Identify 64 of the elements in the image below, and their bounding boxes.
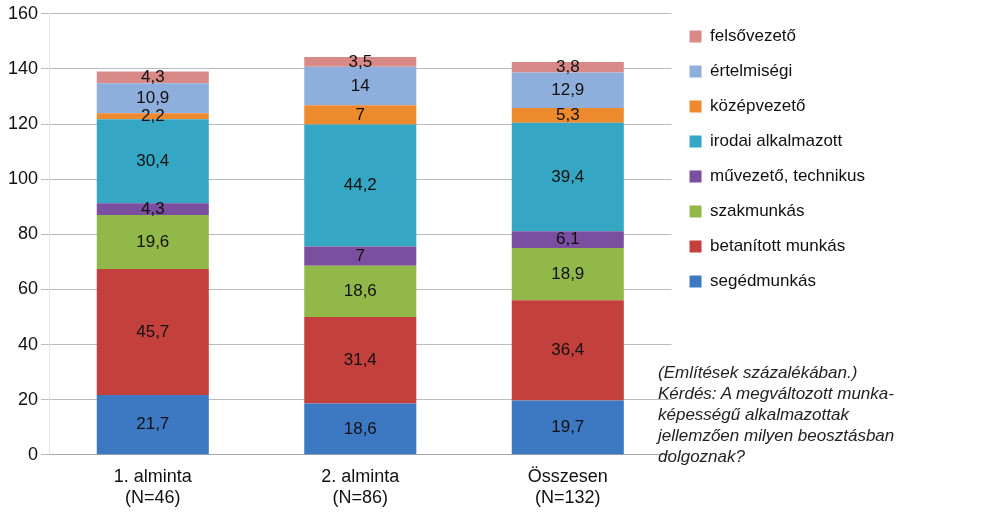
y-tick-label: 100 [7,168,39,189]
data-label: 21,7 [136,414,170,434]
data-label: 31,4 [343,349,377,369]
bar [511,231,624,249]
data-label: 4,3 [140,198,165,218]
bar [96,203,209,216]
legend-label: középvezető [710,96,806,116]
y-tick-label: 160 [7,2,39,23]
legend-label: betanított munkás [710,236,846,256]
y-tick-label: 80 [18,223,39,244]
bar [511,108,624,123]
annotation: (Említések százalékában.) Kérdés: A megváltozott munka- képességű alkalmazottak jellemzően milyen beosztásban dolgoznak? [658,362,896,467]
bar [511,248,624,301]
bar [511,62,624,73]
data-label: 12,9 [551,79,585,99]
data-label: 14 [350,75,370,95]
data-label: 18,9 [551,263,585,283]
bar [96,269,209,395]
bar [304,246,417,266]
x-tick-label: Összesen (N=132) [527,465,608,508]
data-label: 19,7 [551,417,585,437]
bar [511,300,624,401]
data-label: 5,3 [555,105,580,125]
bar [511,72,624,109]
bar [304,265,417,317]
data-label: 7 [355,104,366,124]
legend-label: irodai alkalmazott [710,131,843,151]
legend-label: értelmiségi [710,61,793,81]
data-label: 4,3 [140,67,165,87]
data-label: 7 [355,245,366,265]
data-label: 30,4 [136,150,170,170]
bar [304,105,417,125]
legend-label: művezető, technikus [710,166,865,186]
y-tick-label: 120 [7,113,39,134]
data-label: 18,6 [343,418,377,438]
y-tick-label: 0 [28,443,39,464]
y-tick-label: 20 [18,388,39,409]
legend-label: felsővezető [710,26,797,46]
bar [304,403,417,455]
y-tick-label: 140 [7,57,39,78]
bar [511,400,624,455]
data-label: 3,5 [348,51,373,71]
legend-label: szakmunkás [710,201,805,221]
data-label: 45,7 [136,321,170,341]
legend-label: segédmunkás [710,271,816,291]
bar [304,57,417,67]
x-tick-label: 2. alminta (N=86) [321,465,401,508]
bar [96,71,209,84]
data-label: 18,6 [343,281,377,301]
data-label: 19,6 [136,231,170,251]
bar [511,122,624,232]
y-tick-label: 60 [18,278,39,299]
bar [96,215,209,270]
data-label: 44,2 [343,175,377,195]
data-label: 39,4 [551,166,585,186]
data-label: 6,1 [555,229,580,249]
bar [304,124,417,247]
bar [304,316,417,404]
data-label: 3,8 [555,56,580,76]
y-tick-label: 40 [18,333,39,354]
data-label: 10,9 [136,87,170,107]
data-label: 36,4 [551,340,585,360]
bar [96,394,209,455]
x-tick-label: 1. alminta (N=46) [113,465,193,508]
